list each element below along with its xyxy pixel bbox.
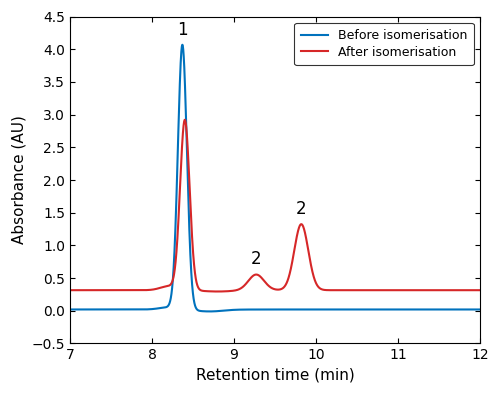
After isomerisation xyxy=(67,288,73,293)
Before isomerisation xyxy=(148,307,154,312)
Line: After isomerisation: After isomerisation xyxy=(70,120,480,292)
After isomerisation xyxy=(148,288,154,292)
After isomerisation xyxy=(182,117,188,122)
Y-axis label: Absorbance (AU): Absorbance (AU) xyxy=(11,115,26,245)
X-axis label: Retention time (min): Retention time (min) xyxy=(196,368,354,383)
Before isomerisation xyxy=(180,43,186,47)
Text: 2: 2 xyxy=(251,250,262,268)
Before isomerisation xyxy=(84,307,90,312)
After isomerisation xyxy=(268,285,274,290)
After isomerisation xyxy=(456,288,462,293)
After isomerisation xyxy=(84,288,90,293)
Before isomerisation xyxy=(206,309,212,314)
Before isomerisation xyxy=(67,307,73,312)
Before isomerisation xyxy=(477,307,483,312)
After isomerisation xyxy=(92,288,98,293)
Legend: Before isomerisation, After isomerisation: Before isomerisation, After isomerisatio… xyxy=(294,23,474,65)
Line: Before isomerisation: Before isomerisation xyxy=(70,45,480,311)
Before isomerisation xyxy=(268,307,274,312)
After isomerisation xyxy=(214,289,220,294)
After isomerisation xyxy=(477,288,483,293)
Text: 1: 1 xyxy=(177,22,188,39)
After isomerisation xyxy=(69,288,75,293)
Before isomerisation xyxy=(92,307,98,312)
Text: 2: 2 xyxy=(296,200,306,218)
Before isomerisation xyxy=(456,307,462,312)
Before isomerisation xyxy=(69,307,75,312)
